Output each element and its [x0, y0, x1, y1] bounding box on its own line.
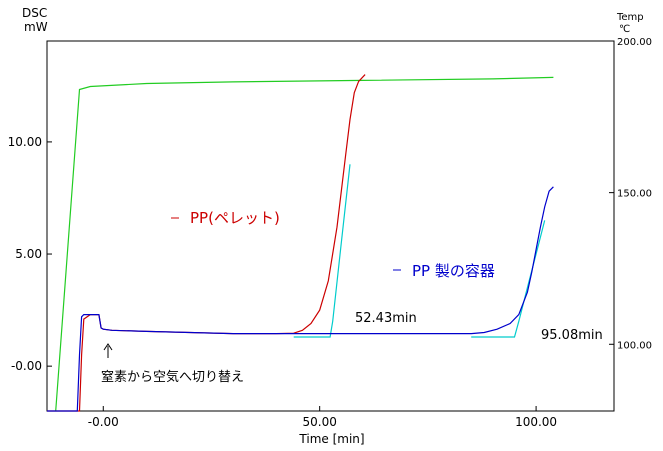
arrow-head — [103, 343, 113, 351]
y-axis-title: DSC — [22, 6, 47, 20]
series-line-1 — [47, 186, 554, 412]
y-axis-ticks: 10.00 5.00 -0.00 — [8, 135, 52, 373]
y2-tick-label-1: 150.00 — [617, 189, 652, 200]
series-line-4 — [55, 76, 554, 412]
y2-axis-title: Temp — [616, 12, 644, 23]
series-line-0 — [47, 74, 366, 412]
x-tick-label-0: -0.00 — [88, 415, 119, 429]
series-group — [47, 74, 554, 412]
x-axis-ticks: -0.00 50.00 100.00 — [88, 406, 557, 429]
y-axis-unit: mW — [24, 20, 48, 34]
annotation-onset-pellet: 52.43min — [355, 311, 417, 326]
y2-axis-unit: ℃ — [619, 24, 630, 35]
annotation-onset-container: 95.08min — [541, 328, 603, 343]
x-tick-label-1: 50.00 — [302, 415, 336, 429]
legend-label-pellet: PP(ペレット) — [190, 209, 280, 227]
annotation-gas-switch: 窒素から空気へ切り替え — [101, 369, 244, 385]
series-line-2 — [293, 164, 351, 338]
x-tick-label-2: 100.00 — [515, 415, 557, 429]
legend-label-container: PP 製の容器 — [412, 262, 495, 280]
y-tick-label-2: -0.00 — [11, 359, 42, 373]
y2-axis-ticks: 200.00 150.00 100.00 — [609, 37, 652, 351]
plot-area — [46, 40, 615, 412]
y2-tick-label-2: 100.00 — [617, 340, 652, 351]
y-tick-label-1: 5.00 — [15, 247, 42, 261]
x-axis-title: Time [min] — [298, 432, 364, 446]
y-tick-label-0: 10.00 — [8, 135, 42, 149]
y2-tick-label-0: 200.00 — [617, 37, 652, 48]
